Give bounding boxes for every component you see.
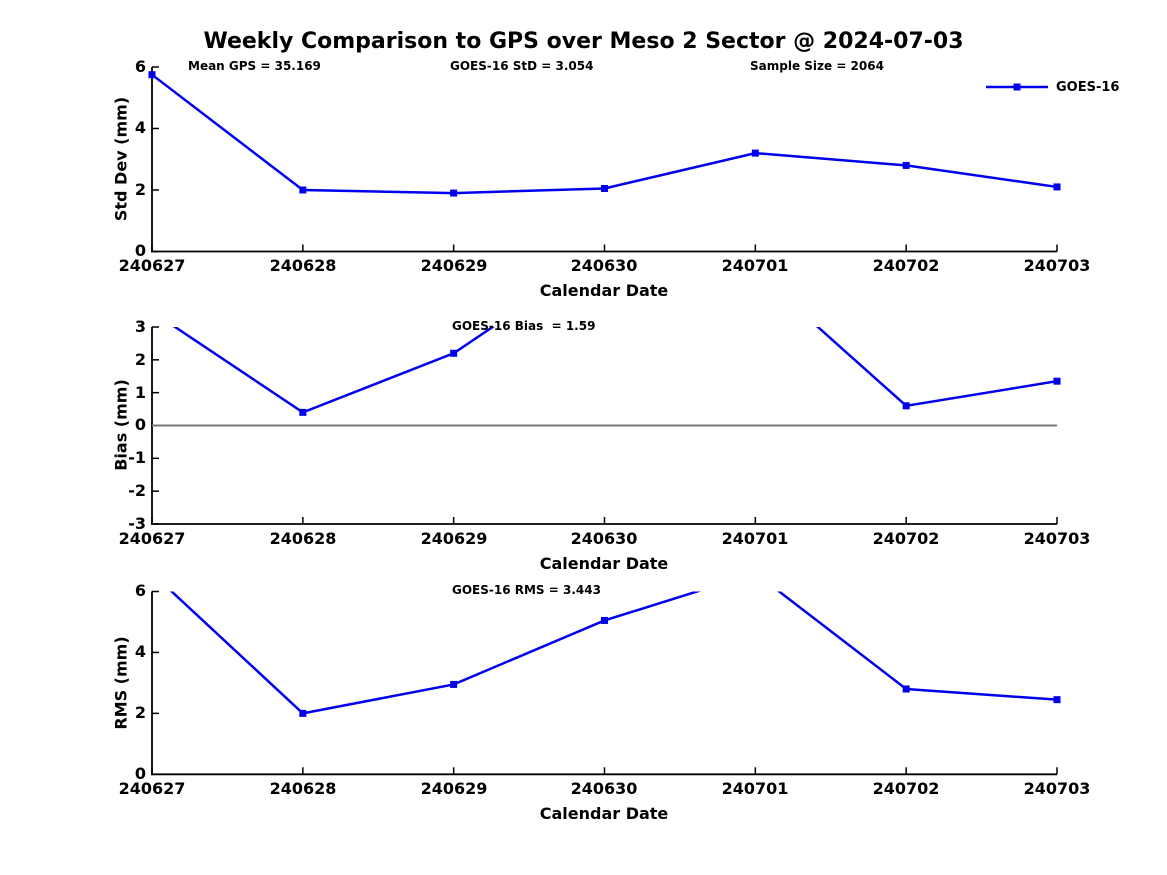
x-tick-label: 240630 bbox=[570, 529, 638, 548]
y-tick-label: 6 bbox=[134, 57, 146, 76]
x-tick-label: 240702 bbox=[872, 256, 940, 275]
annotation-sample-size: Sample Size = 2064 bbox=[750, 59, 884, 73]
y-tick-label: 4 bbox=[134, 118, 146, 137]
data-point-marker bbox=[149, 308, 156, 315]
x-tick-label: 240629 bbox=[420, 256, 488, 275]
data-point-marker bbox=[902, 161, 910, 169]
y-axis-label: Std Dev (mm) bbox=[111, 96, 131, 222]
series-goes-16-bias bbox=[149, 308, 1061, 416]
data-point-marker bbox=[148, 71, 156, 79]
y-tick-label: -2 bbox=[128, 481, 146, 500]
tick-marks-rms bbox=[151, 590, 1058, 776]
x-tick-label: 240703 bbox=[1023, 529, 1091, 548]
data-point-marker bbox=[752, 570, 759, 577]
tick-marks-std-dev bbox=[151, 66, 1058, 253]
series-line bbox=[151, 73, 1058, 195]
axes-std-dev bbox=[151, 67, 1057, 253]
x-tick-label: 240628 bbox=[269, 529, 337, 548]
data-point-marker bbox=[450, 680, 458, 688]
figure-title: Weekly Comparison to GPS over Meso 2 Sec… bbox=[203, 29, 964, 54]
x-tick-label: 240703 bbox=[1023, 256, 1091, 275]
x-tick-label: 240628 bbox=[269, 256, 337, 275]
data-point-marker bbox=[902, 685, 910, 693]
annotation-goes16-rms: GOES-16 RMS = 3.443 bbox=[452, 583, 601, 597]
x-tick-label: 240629 bbox=[420, 529, 488, 548]
y-tick-label: 2 bbox=[134, 180, 146, 199]
annotation-goes16-std: GOES-16 StD = 3.054 bbox=[450, 59, 594, 73]
y-tick-label: 6 bbox=[134, 581, 146, 600]
annotation-goes16-bias: GOES-16 Bias = 1.59 bbox=[452, 319, 596, 333]
data-point-marker bbox=[299, 709, 307, 717]
x-tick-label: 240629 bbox=[420, 779, 488, 798]
x-tick-label: 240702 bbox=[872, 529, 940, 548]
x-axis-label: Calendar Date bbox=[539, 804, 669, 823]
y-tick-label: 1 bbox=[134, 383, 146, 402]
series-line bbox=[172, 327, 1058, 414]
x-tick-label: 240701 bbox=[721, 256, 789, 275]
data-point-marker bbox=[299, 186, 307, 194]
x-axis-label: Calendar Date bbox=[539, 554, 669, 573]
x-tick-label: 240627 bbox=[118, 256, 186, 275]
data-point-marker bbox=[1053, 696, 1061, 704]
x-axis-label: Calendar Date bbox=[539, 281, 669, 300]
series-line bbox=[169, 591, 1058, 715]
y-tick-label: 0 bbox=[134, 764, 146, 783]
annotation-mean-gps: Mean GPS = 35.169 bbox=[188, 59, 321, 73]
legend: GOES-16 bbox=[986, 79, 1119, 95]
x-tick-label: 240701 bbox=[721, 779, 789, 798]
data-point-marker bbox=[450, 189, 458, 197]
x-tick-label: 240627 bbox=[118, 779, 186, 798]
x-tick-label: 240703 bbox=[1023, 779, 1091, 798]
y-tick-label: -1 bbox=[128, 448, 146, 467]
data-point-marker bbox=[751, 149, 759, 157]
y-tick-label: -3 bbox=[128, 514, 146, 533]
data-point-marker bbox=[902, 402, 910, 410]
x-tick-label: 240701 bbox=[721, 529, 789, 548]
y-tick-label: 2 bbox=[134, 350, 146, 369]
data-point-marker bbox=[601, 184, 608, 192]
data-point-marker bbox=[1053, 377, 1061, 385]
y-tick-label: 2 bbox=[134, 703, 146, 722]
y-tick-label: 4 bbox=[134, 642, 146, 661]
legend-marker-sample bbox=[1013, 83, 1021, 91]
series-goes-16-rms bbox=[149, 570, 1061, 717]
y-tick-label: 0 bbox=[134, 241, 146, 260]
data-point-marker bbox=[601, 616, 608, 624]
data-point-marker bbox=[450, 349, 458, 357]
x-tick-label: 240630 bbox=[570, 779, 638, 798]
x-tick-label: 240628 bbox=[269, 779, 337, 798]
x-tick-label: 240627 bbox=[118, 529, 186, 548]
data-point-marker bbox=[299, 408, 307, 416]
legend-label: GOES-16 bbox=[1056, 79, 1120, 95]
data-point-marker bbox=[1053, 183, 1061, 191]
legend-swatch bbox=[986, 83, 1048, 91]
y-tick-label: 0 bbox=[134, 415, 146, 434]
y-tick-label: 3 bbox=[134, 317, 146, 336]
x-tick-label: 240702 bbox=[872, 779, 940, 798]
data-point-marker bbox=[149, 570, 156, 577]
series-goes-16-std-dev bbox=[148, 71, 1061, 197]
x-tick-label: 240630 bbox=[570, 256, 638, 275]
